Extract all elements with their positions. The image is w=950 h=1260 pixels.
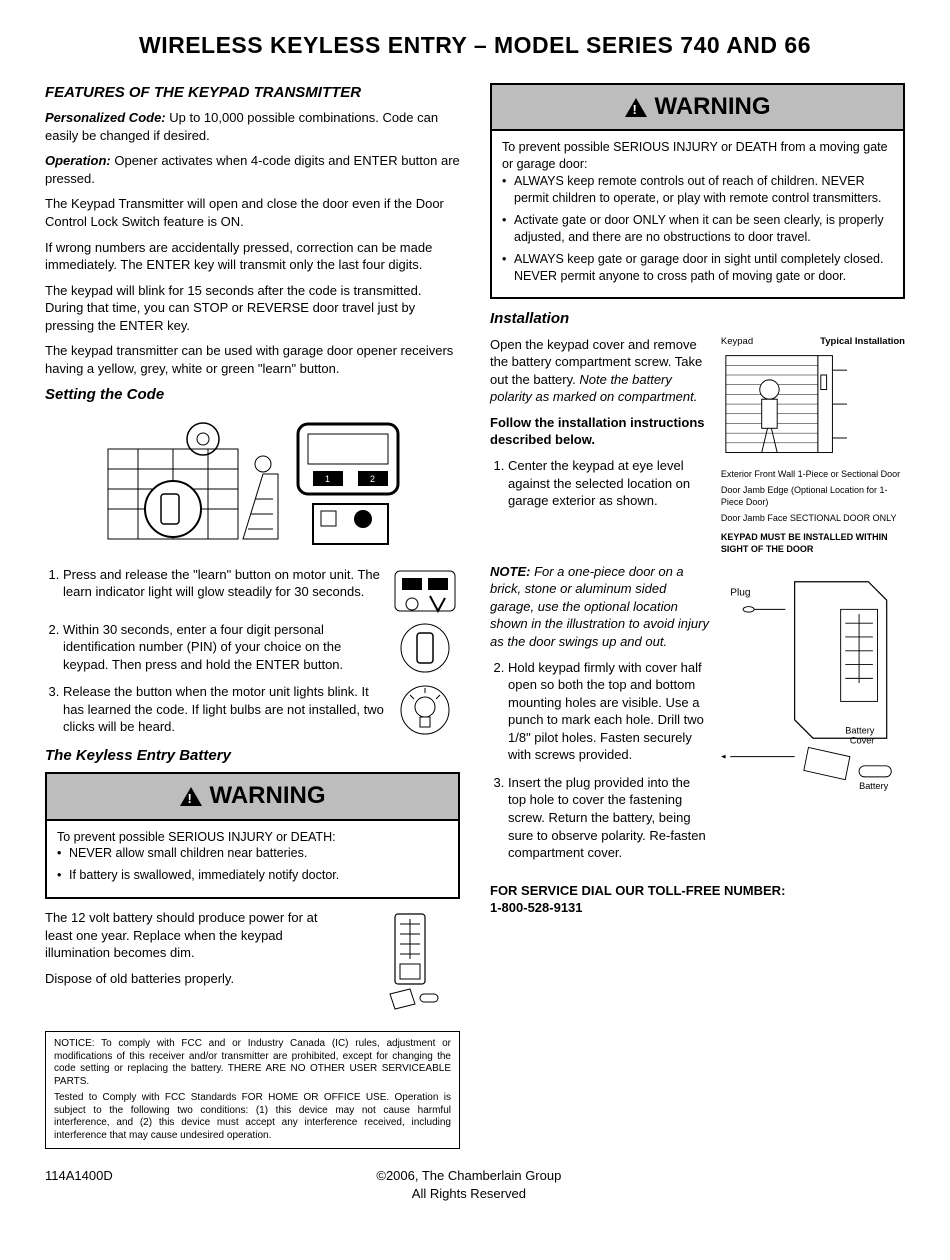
- two-column-layout: FEATURES OF THE KEYPAD TRANSMITTER Perso…: [45, 83, 905, 1149]
- installation-heading: Installation: [490, 309, 905, 329]
- doc-number: 114A1400D: [45, 1167, 113, 1202]
- fig-typical-label: Typical Installation: [820, 336, 905, 349]
- svg-text:Battery: Battery: [859, 781, 889, 791]
- main-warning-intro: To prevent possible SERIOUS INJURY or DE…: [502, 139, 893, 173]
- personalized-label: Personalized Code:: [45, 110, 166, 125]
- fig-jambedge-label: Door Jamb Edge (Optional Location for 1-…: [721, 484, 905, 508]
- battery-warning-item-2: If battery is swallowed, immediately not…: [57, 867, 448, 884]
- features-p3: The Keypad Transmitter will open and clo…: [45, 195, 460, 230]
- install-steps-text: NOTE: For a one-piece door on a brick, s…: [490, 563, 711, 872]
- fig-jambface-label: Door Jamb Face SECTIONAL DOOR ONLY: [721, 512, 905, 524]
- fcc-notice-p1: NOTICE: To comply with FCC and or Indust…: [54, 1038, 451, 1088]
- service-line-2: 1-800-528-9131: [490, 899, 905, 917]
- main-warning-item-2: Activate gate or door ONLY when it can b…: [502, 212, 893, 246]
- typical-install-figure: Keypad Typical Installation Exterior Fro…: [721, 336, 905, 555]
- setting-code-heading: Setting the Code: [45, 385, 460, 405]
- operation-label: Operation:: [45, 153, 111, 168]
- battery-heading: The Keyless Entry Battery: [45, 746, 460, 766]
- battery-warning-box: WARNING To prevent possible SERIOUS INJU…: [45, 772, 460, 899]
- svg-text:Battery: Battery: [845, 725, 875, 735]
- install-intro-row: Open the keypad cover and remove the bat…: [490, 336, 905, 555]
- page-footer: 114A1400D ©2006, The Chamberlain Group A…: [45, 1167, 905, 1202]
- step1-icon: [390, 566, 460, 621]
- svg-text:2: 2: [370, 474, 375, 484]
- install-steps-row: NOTE: For a one-piece door on a brick, s…: [490, 563, 905, 872]
- install-step-2: Hold keypad firmly with cover half open …: [508, 659, 711, 764]
- svg-text:Cover: Cover: [850, 736, 875, 746]
- right-column: WARNING To prevent possible SERIOUS INJU…: [490, 83, 905, 1149]
- features-p4: If wrong numbers are accidentally presse…: [45, 239, 460, 274]
- rights-line: All Rights Reserved: [113, 1185, 825, 1203]
- battery-warning-intro: To prevent possible SERIOUS INJURY or DE…: [57, 829, 448, 846]
- battery-p1: The 12 volt battery should produce power…: [45, 909, 335, 962]
- main-warning-body: To prevent possible SERIOUS INJURY or DE…: [492, 131, 903, 297]
- step3-icon: [390, 683, 460, 738]
- fig-keypad-label: Keypad: [721, 336, 753, 349]
- features-operation: Operation: Opener activates when 4-code …: [45, 152, 460, 187]
- main-warning-box: WARNING To prevent possible SERIOUS INJU…: [490, 83, 905, 299]
- service-line-1: FOR SERVICE DIAL OUR TOLL-FREE NUMBER:: [490, 882, 905, 900]
- svg-text:1: 1: [325, 474, 330, 484]
- footer-center: ©2006, The Chamberlain Group All Rights …: [113, 1167, 825, 1202]
- step3-row: Release the button when the motor unit l…: [45, 683, 460, 746]
- features-p6: The keypad transmitter can be used with …: [45, 342, 460, 377]
- fcc-notice-p2: Tested to Comply with FCC Standards FOR …: [54, 1092, 451, 1142]
- battery-warning-header: WARNING: [47, 774, 458, 820]
- fig-plug-text: Plug: [730, 587, 750, 598]
- features-p5: The keypad will blink for 15 seconds aft…: [45, 282, 460, 335]
- battery-text-row: The 12 volt battery should produce power…: [45, 909, 460, 1019]
- left-column: FEATURES OF THE KEYPAD TRANSMITTER Perso…: [45, 83, 460, 1149]
- main-warning-item-3: ALWAYS keep gate or garage door in sight…: [502, 251, 893, 285]
- battery-p2: Dispose of old batteries properly.: [45, 970, 335, 988]
- fig-must-label: KEYPAD MUST BE INSTALLED WITHIN SIGHT OF…: [721, 531, 905, 555]
- step2-row: Within 30 seconds, enter a four digit pe…: [45, 621, 460, 684]
- page-title: WIRELESS KEYLESS ENTRY – MODEL SERIES 74…: [45, 30, 905, 61]
- step1-row: Press and release the "learn" button on …: [45, 566, 460, 621]
- battery-warning-body: To prevent possible SERIOUS INJURY or DE…: [47, 821, 458, 898]
- battery-keypad-illustration: [365, 909, 460, 1019]
- setting-code-illustration: 1 2: [45, 414, 460, 554]
- features-personalized: Personalized Code: Up to 10,000 possible…: [45, 109, 460, 144]
- install-p1c: Follow the installation instructions des…: [490, 414, 711, 449]
- note-label: NOTE:: [490, 564, 530, 579]
- warning-triangle-icon: [625, 98, 647, 117]
- features-heading: FEATURES OF THE KEYPAD TRANSMITTER: [45, 83, 460, 103]
- keypad-mount-figure: Plug Battery Cover Battery: [721, 563, 905, 872]
- fig-wall-label: Exterior Front Wall 1-Piece or Sectional…: [721, 468, 905, 480]
- main-warning-item-1: ALWAYS keep remote controls out of reach…: [502, 173, 893, 207]
- main-warning-title: WARNING: [655, 91, 771, 123]
- copyright-line: ©2006, The Chamberlain Group: [113, 1167, 825, 1185]
- install-step-1: Center the keypad at eye level against t…: [508, 457, 711, 510]
- install-step-3: Insert the plug provided into the top ho…: [508, 774, 711, 862]
- battery-warning-title: WARNING: [210, 780, 326, 812]
- step2-icon: [390, 621, 460, 676]
- install-intro-text: Open the keypad cover and remove the bat…: [490, 336, 711, 555]
- main-warning-header: WARNING: [492, 85, 903, 131]
- fcc-notice-box: NOTICE: To comply with FCC and or Indust…: [45, 1031, 460, 1149]
- battery-warning-item-1: NEVER allow small children near batterie…: [57, 845, 448, 862]
- warning-triangle-icon: [180, 787, 202, 806]
